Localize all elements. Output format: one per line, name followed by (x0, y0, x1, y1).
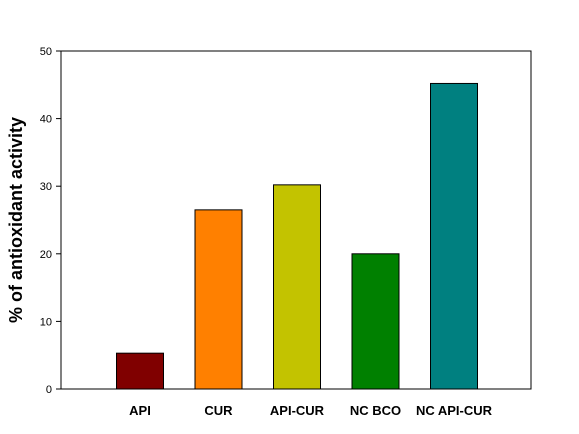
bar-api (116, 352, 164, 390)
y-tick-label: 20 (40, 249, 52, 261)
x-category-label: API-CUR (270, 403, 325, 418)
y-tick-label: 0 (46, 384, 52, 396)
bar-nc-api-cur (430, 82, 478, 390)
x-category-label: API (129, 403, 151, 418)
bar-nc-bco (351, 253, 400, 390)
y-axis: 0 10 20 30 40 50 (40, 46, 61, 396)
x-category-label: CUR (204, 403, 233, 418)
bar-api-cur (273, 184, 321, 390)
y-tick-label: 10 (40, 316, 52, 328)
x-category-label: NC API-CUR (416, 403, 493, 418)
y-axis-title: % of antioxidant activity (6, 117, 26, 323)
bars-group (116, 82, 478, 390)
x-category-label: NC BCO (350, 403, 401, 418)
y-tick-label: 30 (40, 181, 52, 193)
bar-cur (194, 209, 243, 390)
y-tick-label: 50 (40, 46, 52, 58)
x-axis: API CUR API-CUR NC BCO NC API-CUR (129, 403, 492, 418)
y-tick-label: 40 (40, 114, 52, 126)
